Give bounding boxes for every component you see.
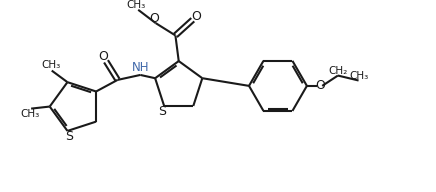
Text: CH₃: CH₃ xyxy=(20,109,40,119)
Text: CH₂: CH₂ xyxy=(328,66,347,76)
Text: CH₃: CH₃ xyxy=(349,70,368,80)
Text: O: O xyxy=(99,50,109,63)
Text: O: O xyxy=(315,79,325,92)
Text: CH₃: CH₃ xyxy=(41,60,61,70)
Text: S: S xyxy=(65,130,73,143)
Text: NH: NH xyxy=(132,61,150,74)
Text: CH₃: CH₃ xyxy=(126,0,146,10)
Text: S: S xyxy=(159,105,167,118)
Text: O: O xyxy=(149,12,159,25)
Text: O: O xyxy=(191,10,201,23)
